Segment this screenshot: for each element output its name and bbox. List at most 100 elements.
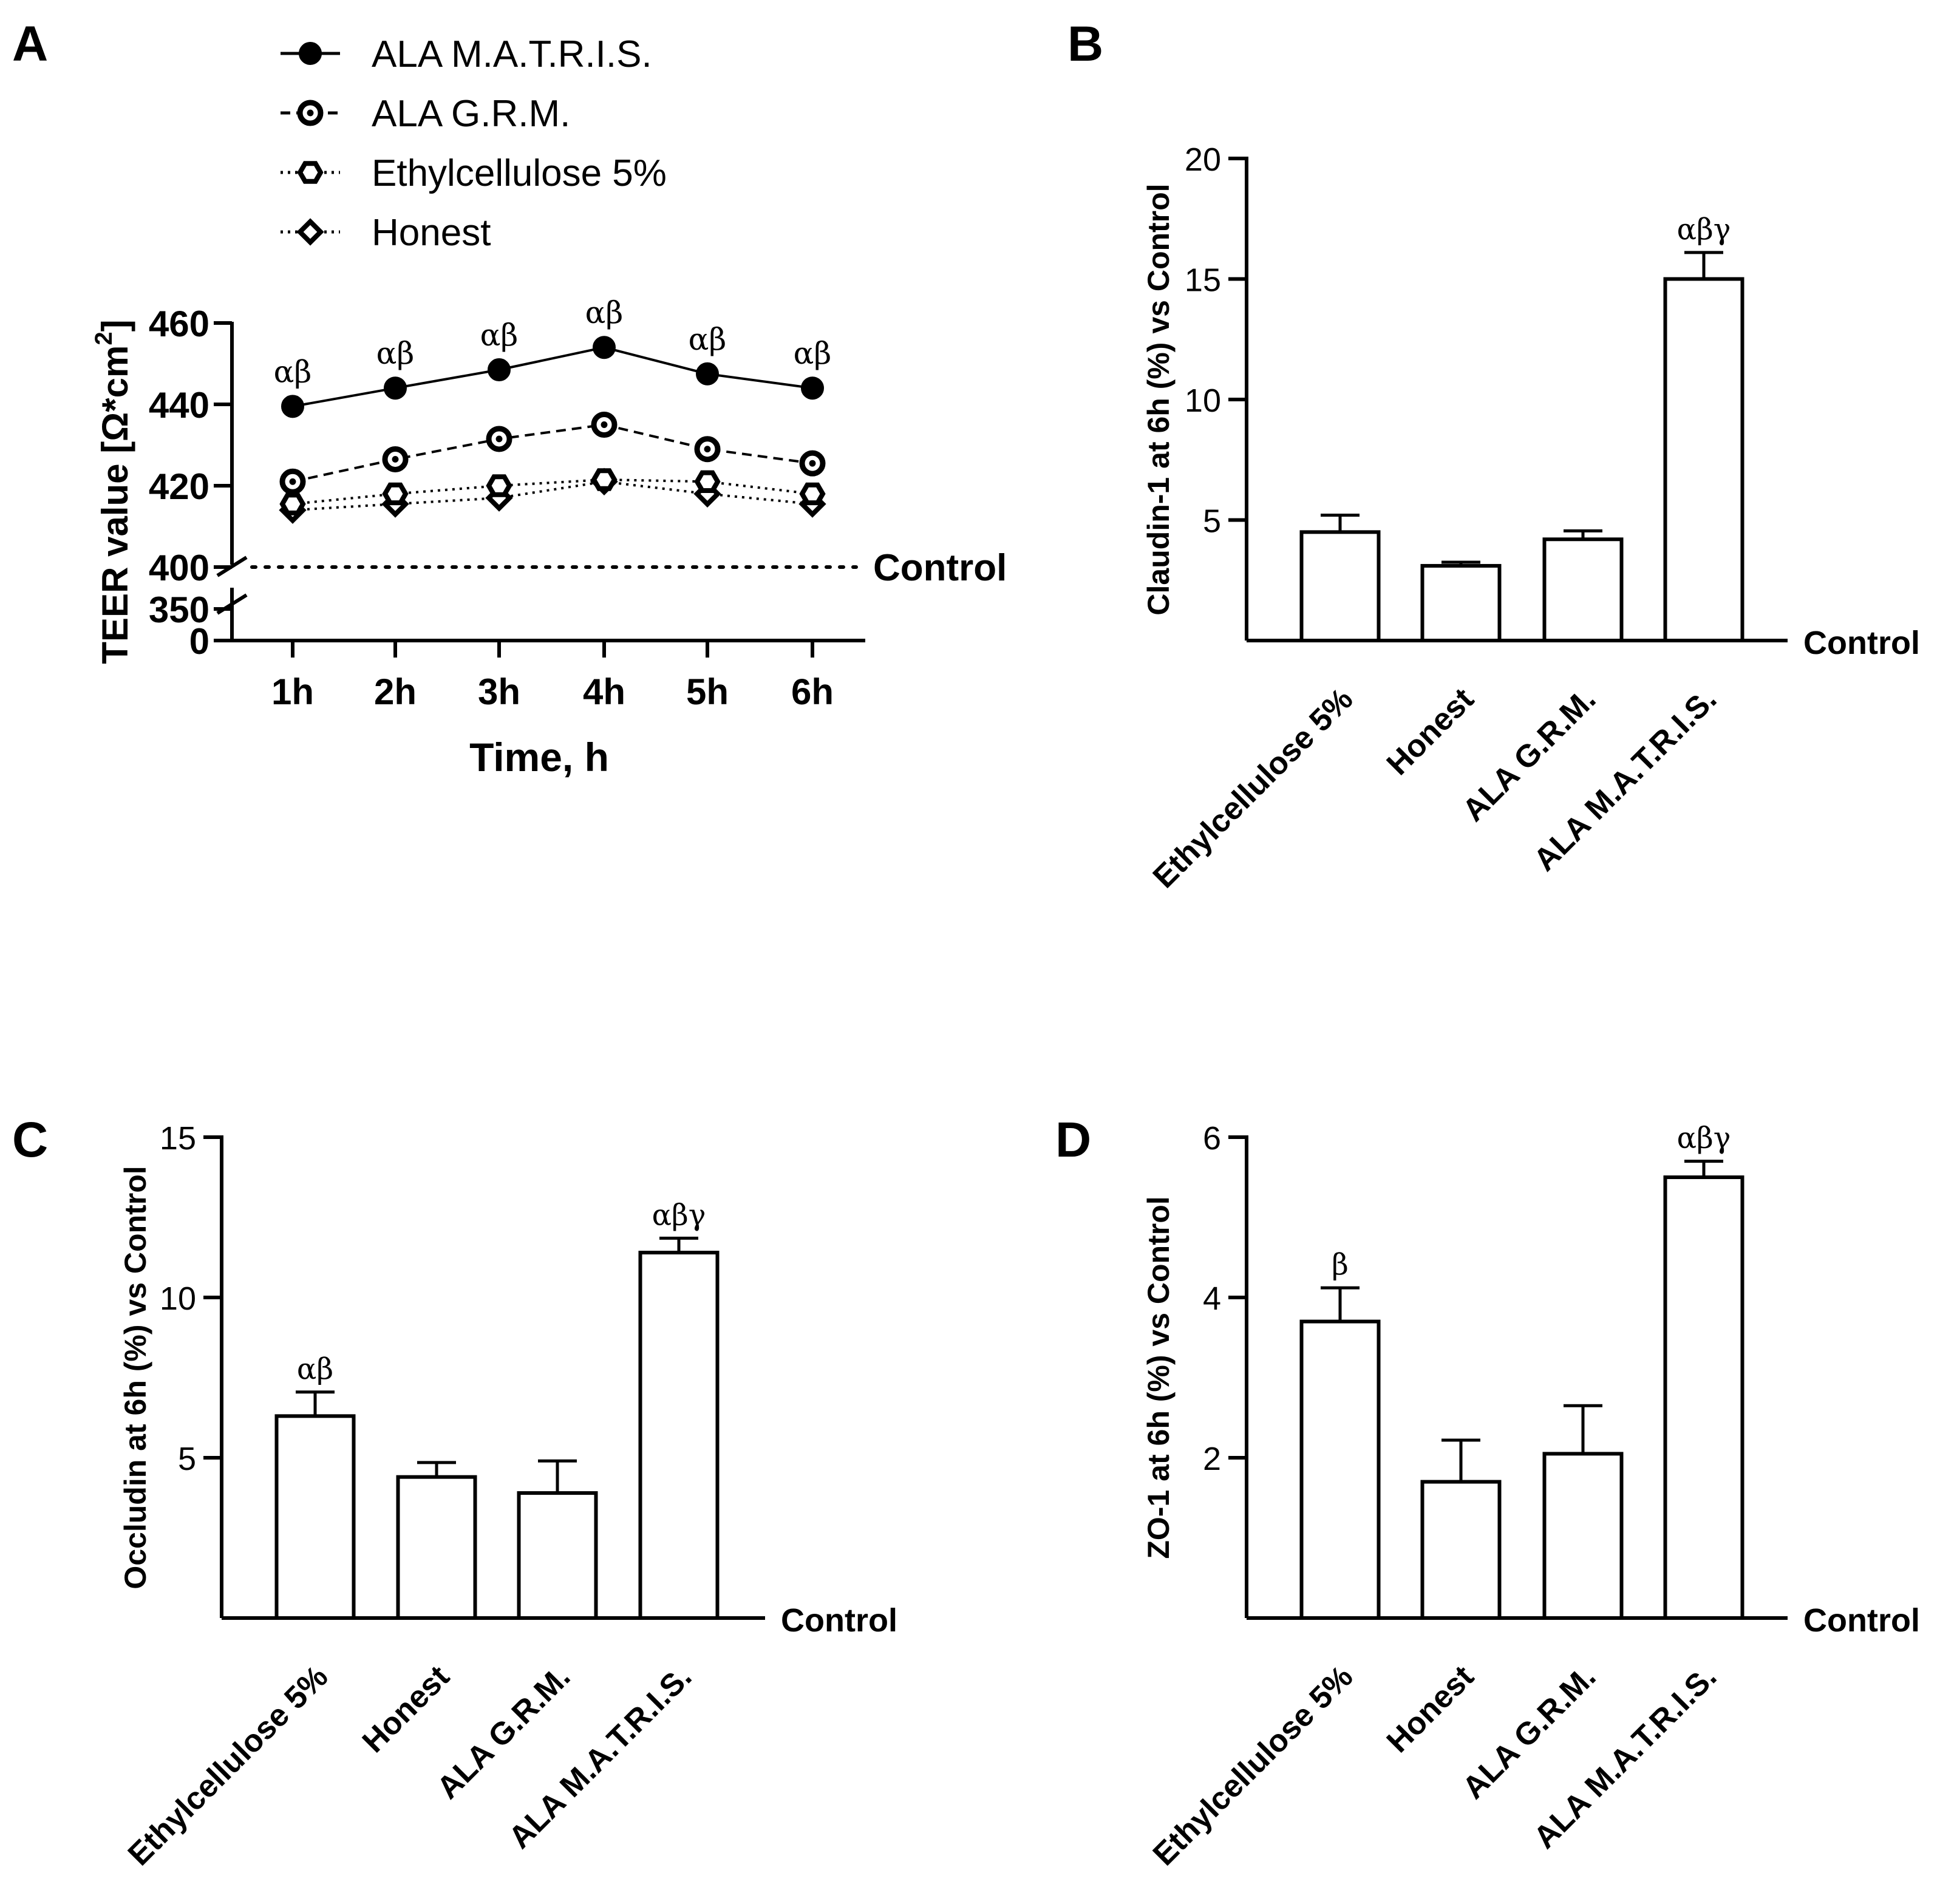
bar-chart-zo1: Control 2 4 6 ZO-1 at 6h (%) vs Control β Ethy… — [1142, 1120, 1920, 1872]
data-point — [799, 450, 826, 477]
control-label: Control — [1803, 625, 1920, 661]
legend-item: ALA M.A.T.R.I.S. — [281, 33, 652, 75]
data-point — [382, 482, 409, 506]
data-point-dot — [809, 460, 816, 467]
y-tick-label: 400 — [149, 548, 209, 588]
y-axis-label: TEER value [Ω*cm2] — [90, 319, 135, 664]
legend-marker-open-circle-dot — [307, 109, 314, 117]
data-point — [591, 412, 618, 438]
x-tick-label: 3h — [478, 672, 520, 712]
legend-label: ALA M.A.T.R.I.S. — [372, 33, 652, 75]
data-point — [279, 492, 306, 515]
bar — [1542, 1452, 1624, 1620]
y-tick-label: 460 — [149, 304, 209, 344]
x-tick-label: 6h — [791, 672, 834, 712]
data-point — [382, 446, 409, 472]
data-point-dot — [392, 456, 399, 463]
bar — [1542, 537, 1624, 643]
series-line — [292, 480, 813, 512]
data-point — [486, 426, 512, 452]
data-point-dot — [704, 446, 711, 453]
legend-label: Ethylcellulose 5% — [372, 152, 667, 194]
series-line — [292, 423, 813, 483]
legend-item: Honest — [281, 212, 491, 254]
data-point — [281, 395, 304, 418]
y-axis-label-main: TEER value [Ω*cm — [95, 345, 135, 664]
legend-item: ALA G.R.M. — [281, 93, 570, 135]
bar — [396, 1475, 477, 1620]
x-tick-label: 1h — [271, 672, 314, 712]
x-tick-label: 4h — [583, 672, 625, 712]
significance-label: αβγ — [1677, 1121, 1731, 1155]
series-diamond — [279, 467, 826, 524]
y-tick-label: 5 — [178, 1441, 196, 1477]
bar — [274, 1414, 356, 1620]
data-point — [279, 468, 306, 495]
data-point-dot — [601, 421, 608, 428]
y-tick-label: 20 — [1185, 141, 1221, 178]
data-point — [591, 468, 618, 491]
x-tick-label: Honest — [1380, 681, 1481, 782]
bar — [1663, 1175, 1744, 1620]
bar — [1420, 563, 1502, 642]
legend-item: Ethylcellulose 5% — [281, 152, 667, 194]
series-hexagon — [279, 468, 826, 515]
y-axis-label: Claudin-1 at 6h (%) vs Control — [1142, 183, 1176, 615]
bar — [1299, 1319, 1381, 1620]
significance-label: αβ — [794, 336, 832, 371]
y-tick-label: 2 — [1203, 1441, 1221, 1477]
y-tick-label: 10 — [160, 1280, 196, 1317]
panel-letter-C: C — [12, 1112, 48, 1168]
bar-chart-claudin: Control 5 10 15 20 Claudin-1 at 6h (%) vs Con… — [1142, 141, 1920, 895]
y-axis-label: ZO-1 at 6h (%) vs Control — [1142, 1196, 1176, 1559]
significance-label: β — [1332, 1248, 1349, 1282]
data-point — [593, 336, 616, 359]
bar — [1299, 530, 1381, 642]
panel-letter-D: D — [1055, 1112, 1091, 1168]
x-tick-label: Ethylcellulose 5% — [1146, 1659, 1360, 1872]
x-tick-label: Ethylcellulose 5% — [121, 1659, 335, 1872]
bar — [1420, 1480, 1502, 1620]
y-tick-label: 440 — [149, 385, 209, 426]
bar — [1663, 277, 1744, 642]
y-axis — [216, 322, 248, 641]
significance-label: αβ — [585, 295, 624, 330]
data-point — [488, 358, 511, 382]
y-tick-label: 0 — [189, 621, 209, 662]
x-tick-label: 2h — [374, 672, 417, 712]
panel-letter-A: A — [12, 16, 48, 72]
x-tick-label: Honest — [356, 1659, 457, 1759]
x-tick-label: Ethylcellulose 5% — [1146, 681, 1360, 895]
control-label: Control — [781, 1602, 897, 1639]
significance-label: αβ — [297, 1352, 333, 1386]
y-axis-label-end: ] — [95, 319, 135, 332]
series-line — [292, 478, 813, 506]
y-tick-label: 420 — [149, 466, 209, 507]
y-tick-label: 10 — [1185, 382, 1221, 419]
y-tick-label: 5 — [1203, 503, 1221, 540]
data-point — [801, 376, 824, 400]
control-line: Control — [250, 547, 1007, 589]
data-point — [694, 436, 721, 463]
data-point — [696, 362, 719, 386]
x-axis-label: Time, h — [469, 735, 609, 780]
legend-marker-open-circle — [297, 100, 324, 126]
y-tick-label: 4 — [1203, 1280, 1221, 1317]
significance-label: αβγ — [652, 1198, 706, 1232]
significance-label: αβγ — [1677, 212, 1731, 246]
bar — [638, 1251, 720, 1620]
bar — [517, 1491, 598, 1620]
data-point-dot — [495, 435, 503, 443]
data-point — [799, 482, 826, 506]
significance-label: αβ — [274, 354, 312, 389]
y-tick-label: 350 — [149, 590, 209, 630]
line-chart-teer: ALA M.A.T.R.I.S. ALA G.R.M. Ethylcellulose… — [90, 33, 1007, 780]
legend: ALA M.A.T.R.I.S. ALA G.R.M. Ethylcellulose… — [281, 33, 667, 254]
y-tick-label: 6 — [1203, 1120, 1221, 1157]
x-tick-label: Honest — [1380, 1659, 1481, 1759]
y-tick-label: 15 — [1185, 262, 1221, 299]
legend-label: ALA G.R.M. — [372, 93, 570, 135]
data-point — [694, 470, 721, 493]
y-tick-label: 15 — [160, 1120, 196, 1157]
